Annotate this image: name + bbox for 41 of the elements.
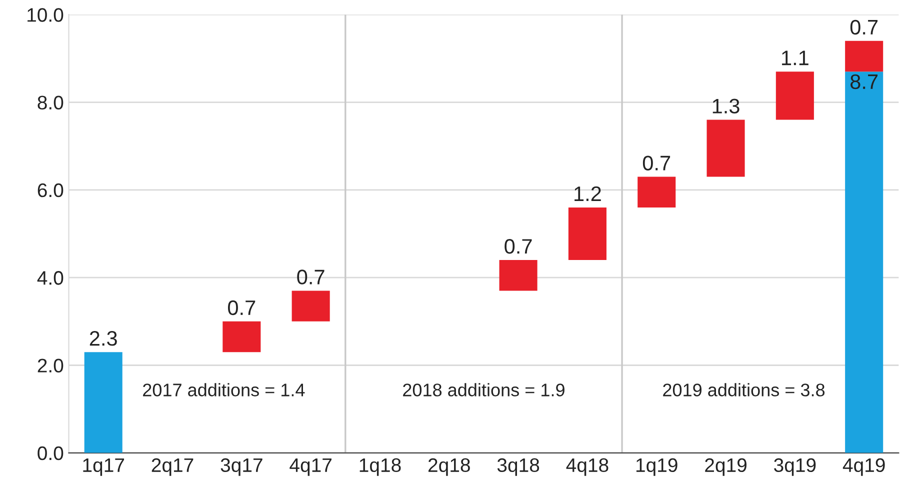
data-label: 0.7 [297,270,324,284]
y-tick-label: 8.0 [38,96,64,110]
bar [222,321,261,352]
bar [568,207,606,260]
x-tick-label: 1q19 [636,458,678,476]
y-tick-label: 6.0 [38,183,64,198]
data-label: 1.3 [712,98,740,114]
data-label: 8.7 [850,74,878,90]
y-tick-label: 10.0 [28,8,64,22]
y-tick-label: 0.0 [38,446,64,460]
x-tick-label: 2q18 [428,458,470,476]
y-tick-label: 4.0 [37,271,64,285]
x-tick-label: 4q18 [566,458,608,476]
data-label: 0.7 [642,156,670,170]
x-tick-label: 1q17 [83,458,124,476]
x-tick-label: 3q17 [220,458,262,476]
x-tick-label: 2q17 [152,458,194,476]
bar [776,72,814,120]
x-tick-label: 4q19 [842,458,885,476]
x-tick-label: 4q17 [290,458,332,476]
annotation: 2017 additions = 1.4 [143,383,305,396]
bar [499,260,538,291]
data-label: 0.7 [504,238,532,254]
bar [845,40,884,72]
bar [292,290,330,322]
annotation: 2019 additions = 3.8 [663,383,825,396]
x-tick-label: 2q19 [705,458,746,476]
data-label: 0.7 [228,300,256,316]
data-label: 0.7 [850,20,878,35]
x-tick-label: 3q18 [497,458,540,476]
data-label: 1.2 [574,186,601,201]
bar [84,352,122,453]
data-label: 2.3 [90,331,117,346]
y-tick-label: 2.0 [38,358,64,372]
bar [706,120,745,177]
x-tick-label: 3q19 [774,458,816,476]
annotation: 2018 additions = 1.9 [403,383,564,396]
x-tick-label: 1q18 [360,458,401,476]
bar [638,176,676,208]
bar [845,72,884,453]
data-label: 1.1 [782,50,808,66]
